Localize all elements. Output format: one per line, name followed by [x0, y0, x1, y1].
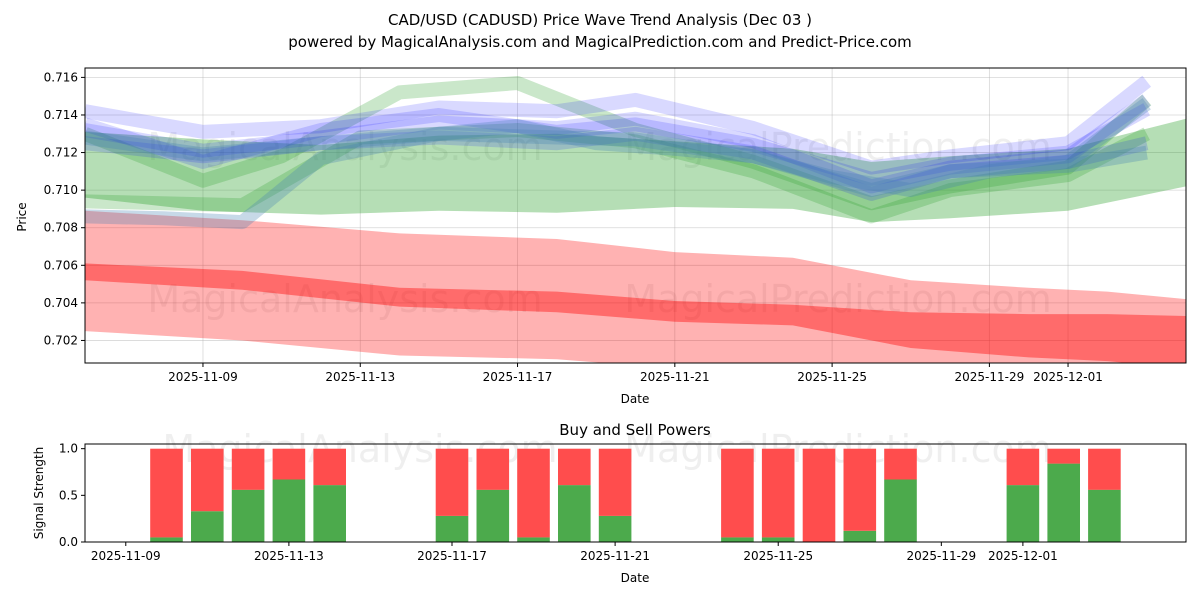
signal-x-tick-label: 2025-11-09 — [91, 549, 161, 563]
sell-bar — [721, 448, 754, 538]
buy-bar — [1088, 489, 1121, 542]
signal-y-ticks: 0.0 0.5 1.0 — [59, 442, 85, 549]
price-y-tick-label: 0.712 — [44, 146, 78, 160]
price-y-tick-label: 0.702 — [44, 333, 78, 347]
price-band-2 — [85, 118, 1186, 223]
price-x-tick-label: 2025-11-13 — [325, 370, 395, 384]
sell-bar — [1006, 448, 1040, 486]
price-x-tick-label: 2025-11-21 — [640, 370, 710, 384]
price-line-8 — [85, 103, 1151, 186]
buy-bar — [558, 485, 591, 542]
price-line-3 — [85, 76, 1152, 211]
sell-bar — [191, 448, 224, 512]
signal-y-tick-label: 0.5 — [59, 488, 78, 502]
chart-title: CAD/USD (CADUSD) Price Wave Trend Analys… — [388, 11, 812, 29]
sell-bar — [598, 448, 632, 516]
price-line-6 — [85, 94, 1151, 194]
price-x-tick-label: 2025-11-17 — [483, 370, 553, 384]
price-panel: MagicalAnalysis.com MagicalPrediction.co… — [15, 67, 1187, 406]
signal-x-ticks: 2025-11-09 2025-11-13 2025-11-17 2025-11-21… — [91, 542, 1058, 563]
signal-x-tick-label: 2025-11-17 — [417, 549, 487, 563]
price-line-4 — [85, 123, 1150, 224]
buy-bar — [272, 479, 306, 542]
buy-bar — [476, 489, 510, 542]
watermark-prediction: MagicalPrediction.com — [624, 277, 1052, 321]
sell-bar — [843, 448, 877, 531]
sell-bar — [1088, 448, 1121, 490]
signal-x-tick-label: 2025-11-29 — [906, 549, 976, 563]
buy-bar — [1006, 485, 1040, 542]
price-line-9 — [85, 126, 1148, 198]
buy-bar — [191, 511, 224, 542]
buy-bar — [598, 515, 632, 542]
price-x-tick-label: 2025-12-01 — [1033, 370, 1103, 384]
buy-bar — [150, 537, 183, 542]
sell-bar — [272, 448, 306, 480]
price-line-5 — [85, 75, 1152, 175]
price-band-0 — [85, 210, 1186, 363]
buy-bar — [884, 479, 917, 542]
buy-bar — [843, 530, 877, 542]
price-y-tick-label: 0.716 — [44, 70, 78, 84]
signal-title: Buy and Sell Powers — [559, 421, 711, 439]
buy-bar — [313, 485, 346, 542]
sell-bar — [435, 448, 469, 516]
price-y-tick-label: 0.704 — [44, 296, 78, 310]
signal-x-tick-label: 2025-11-21 — [580, 549, 650, 563]
price-y-tick-label: 0.714 — [44, 108, 78, 122]
watermark-analysis: MagicalAnalysis.com — [147, 277, 542, 321]
buy-bar — [517, 537, 550, 542]
buy-bar — [761, 537, 795, 542]
price-plot-frame — [84, 67, 1187, 364]
price-watermarks: MagicalAnalysis.com MagicalPrediction.co… — [147, 125, 1051, 321]
watermark-prediction: MagicalPrediction.com — [624, 125, 1052, 169]
sell-bar — [884, 448, 917, 480]
sell-bar — [761, 448, 795, 538]
signal-x-axis-label: Date — [621, 571, 650, 585]
signal-x-tick-label: 2025-11-13 — [254, 549, 324, 563]
signal-x-tick-label: 2025-12-01 — [988, 549, 1058, 563]
price-series — [85, 75, 1186, 363]
signal-y-tick-label: 0.0 — [59, 535, 78, 549]
price-x-ticks: 2025-11-09 2025-11-13 2025-11-17 2025-11-21… — [168, 363, 1103, 384]
price-x-tick-label: 2025-11-09 — [168, 370, 238, 384]
price-y-tick-label: 0.706 — [44, 258, 78, 272]
signal-panel: Buy and Sell Powers MagicalAnalysis.com … — [32, 421, 1187, 585]
watermark-prediction: MagicalPrediction.com — [624, 427, 1052, 471]
sell-bar — [802, 448, 836, 542]
price-line-7 — [85, 126, 1149, 201]
price-y-axis-label: Price — [15, 202, 29, 231]
price-y-ticks: 0.702 0.704 0.706 0.708 0.710 0.712 0.714 0.716 — [44, 70, 85, 347]
price-y-tick-label: 0.710 — [44, 183, 78, 197]
sell-bar — [313, 448, 346, 486]
price-x-axis-label: Date — [621, 392, 650, 406]
buy-bar — [721, 537, 754, 542]
signal-y-axis-label: Signal Strength — [32, 447, 46, 540]
signal-x-tick-label: 2025-11-25 — [743, 549, 813, 563]
price-band-1 — [85, 263, 1186, 363]
sell-bar — [517, 448, 550, 538]
sell-bar — [476, 448, 510, 490]
chart-subtitle: powered by MagicalAnalysis.com and Magic… — [288, 33, 912, 51]
price-grid — [85, 68, 1186, 363]
sell-bar — [231, 448, 265, 490]
sell-bar — [1047, 448, 1080, 464]
buy-bar — [1047, 463, 1080, 542]
sell-bar — [558, 448, 591, 486]
price-x-tick-label: 2025-11-29 — [955, 370, 1025, 384]
signal-y-tick-label: 1.0 — [59, 442, 78, 456]
signal-plot-frame — [84, 443, 1187, 543]
price-x-tick-label: 2025-11-25 — [797, 370, 867, 384]
watermark-analysis: MagicalAnalysis.com — [147, 125, 542, 169]
price-y-tick-label: 0.708 — [44, 221, 78, 235]
buy-bar — [231, 489, 265, 542]
price-line-10 — [85, 98, 1151, 230]
sell-bar — [150, 448, 183, 538]
buy-bar — [435, 515, 469, 542]
signal-bars — [150, 448, 1121, 542]
